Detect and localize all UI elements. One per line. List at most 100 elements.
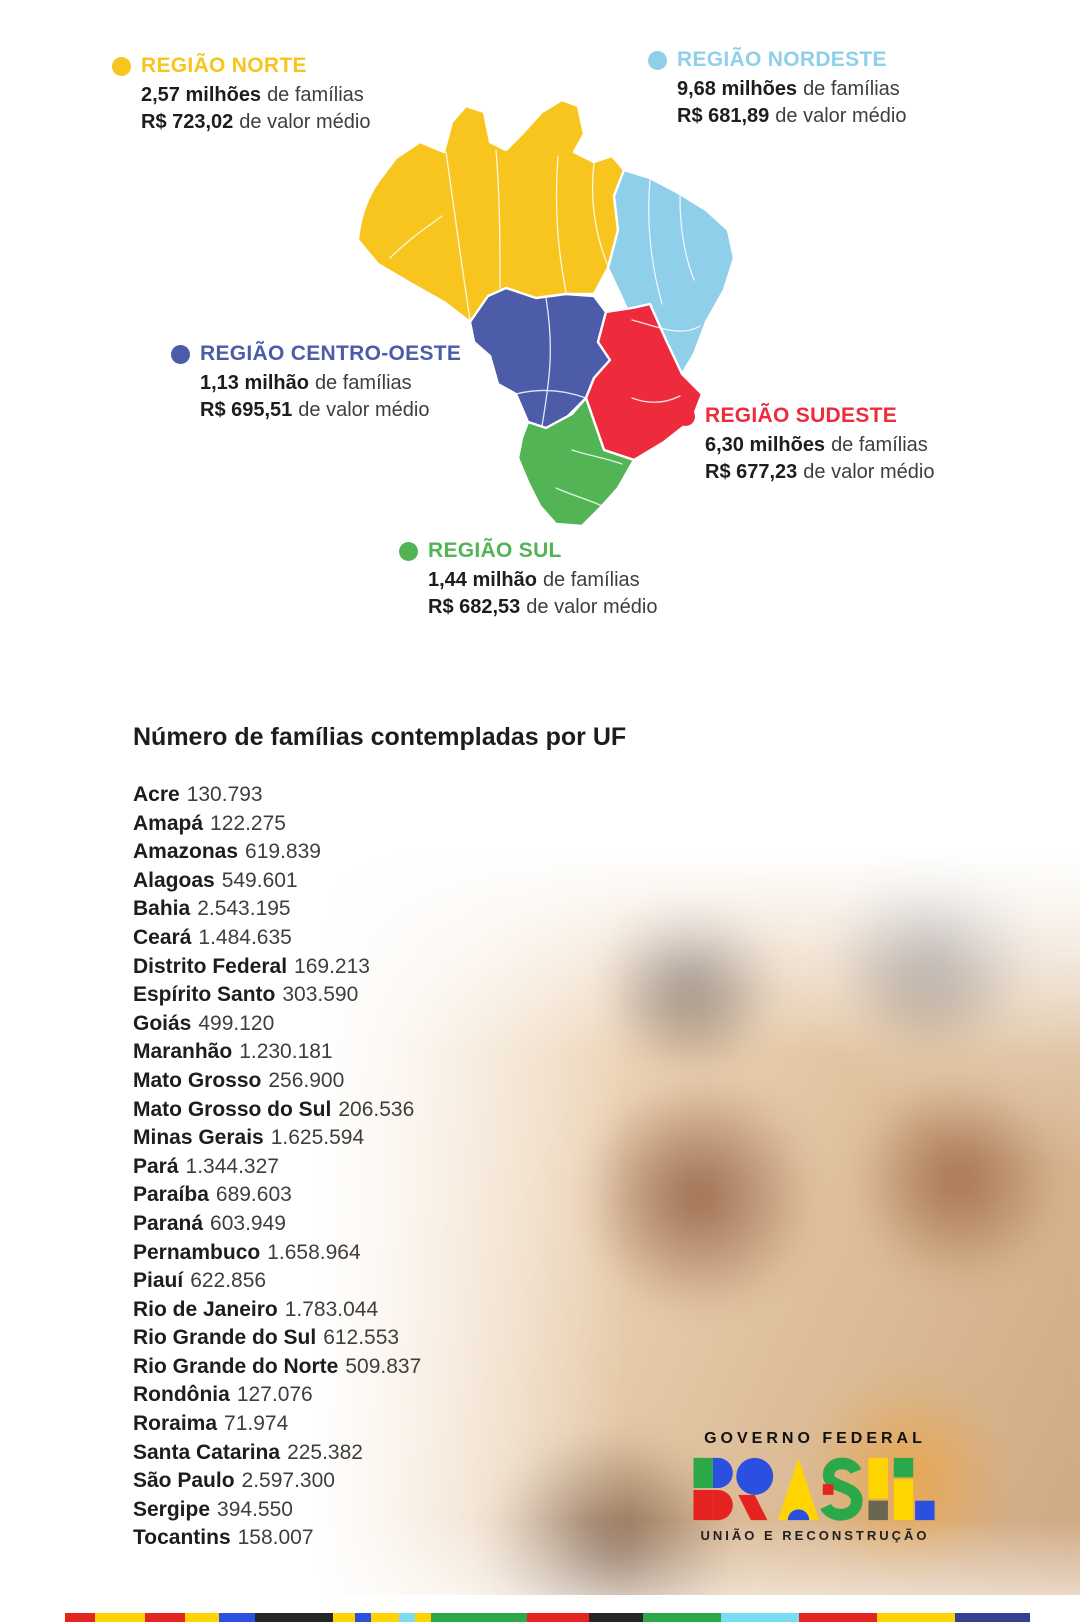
avg-value-stat: R$ 681,89 de valor médio — [677, 103, 906, 130]
families-value: 2,57 milhões — [141, 84, 262, 106]
strip-segment — [415, 1613, 431, 1622]
uf-name: Rio Grande do Norte — [133, 1354, 339, 1378]
uf-value: 1.658.964 — [267, 1240, 361, 1264]
strip-segment — [877, 1613, 955, 1622]
strip-segment — [643, 1613, 721, 1622]
uf-row: Paraná 603.949 — [133, 1210, 421, 1239]
region-stats: 6,30 milhões de famílias R$ 677,23 de valo… — [705, 432, 934, 486]
avg-value-stat: R$ 723,02 de valor médio — [141, 109, 370, 136]
region-block-nordeste: REGIÃO NORDESTE 9,68 milhões de famílias … — [648, 48, 906, 130]
uf-value: 1.484.635 — [198, 925, 292, 949]
uf-row: Acre 130.793 — [133, 781, 421, 810]
uf-row: Rio Grande do Norte 509.837 — [133, 1353, 421, 1382]
strip-segment — [527, 1613, 589, 1622]
footer-color-strip — [65, 1613, 1030, 1622]
uf-row: São Paulo 2.597.300 — [133, 1467, 421, 1496]
uf-row: Rio de Janeiro 1.783.044 — [133, 1296, 421, 1325]
state-borders — [389, 149, 701, 507]
uf-row: Rio Grande do Sul 612.553 — [133, 1324, 421, 1353]
region-dot-sudeste — [676, 406, 695, 426]
uf-value: 256.900 — [268, 1068, 345, 1092]
uf-row: Mato Grosso do Sul 206.536 — [133, 1096, 421, 1125]
avg-label: de valor médio — [775, 105, 907, 127]
uf-row: Ceará 1.484.635 — [133, 924, 421, 953]
uf-name: Distrito Federal — [133, 954, 288, 978]
avg-value-stat: R$ 695,51 de valor médio — [200, 397, 461, 424]
strip-segment — [799, 1613, 877, 1622]
region-title-centro-oeste: REGIÃO CENTRO-OESTE — [200, 342, 462, 365]
uf-value: 619.839 — [245, 840, 321, 864]
uf-section-title: Número de famílias contempladas por UF — [133, 723, 627, 751]
brasil-wordmark — [693, 1457, 935, 1521]
uf-value: 603.949 — [210, 1211, 286, 1235]
avg-value: R$ 681,89 — [677, 105, 770, 127]
uf-value: 394.550 — [217, 1497, 293, 1521]
avg-value: R$ 723,02 — [141, 111, 234, 133]
avg-value: R$ 695,51 — [200, 399, 293, 421]
uf-name: Mato Grosso do Sul — [133, 1097, 332, 1121]
uf-row: Espírito Santo 303.590 — [133, 981, 421, 1010]
region-header: REGIÃO CENTRO-OESTE — [171, 342, 461, 366]
avg-label: de valor médio — [239, 111, 371, 133]
uf-row: Sergipe 394.550 — [133, 1496, 421, 1525]
uf-name: Maranhão — [133, 1040, 233, 1064]
uniao-reconstrucao-text: UNIÃO E RECONSTRUÇÃO — [700, 1528, 930, 1543]
uf-list: Acre 130.793 Amapá 122.275 Amazonas 619.839… — [133, 781, 421, 1553]
uf-name: Amazonas — [133, 840, 239, 864]
strip-segment — [955, 1613, 1030, 1622]
uf-row: Minas Gerais 1.625.594 — [133, 1124, 421, 1153]
avg-label: de valor médio — [803, 461, 935, 483]
region-dot-nordeste — [648, 50, 667, 70]
region-stats: 2,57 milhões de famílias R$ 723,02 de valo… — [141, 82, 370, 136]
uf-name: São Paulo — [133, 1469, 235, 1493]
uf-name: Minas Gerais — [133, 1126, 264, 1150]
uf-value: 2.543.195 — [197, 897, 291, 921]
region-dot-norte — [112, 56, 131, 76]
uf-value: 1.783.044 — [284, 1297, 379, 1321]
uf-name: Rondônia — [133, 1383, 230, 1407]
uf-value: 206.536 — [338, 1097, 415, 1121]
uf-value: 549.601 — [221, 868, 298, 892]
avg-value: R$ 677,23 — [705, 461, 798, 483]
strip-segment — [431, 1613, 527, 1622]
avg-label: de valor médio — [526, 596, 658, 618]
families-stat: 1,44 milhão de famílias — [428, 567, 657, 594]
map-region-sul — [516, 396, 636, 528]
map-region-norte — [356, 98, 626, 324]
region-header: REGIÃO NORDESTE — [648, 48, 906, 72]
strip-segment — [333, 1613, 355, 1622]
uf-value: 130.793 — [186, 783, 263, 806]
families-value: 9,68 milhões — [677, 78, 798, 100]
uf-row: Roraima 71.974 — [133, 1410, 421, 1439]
photo-two-women — [300, 845, 1080, 1595]
uf-name: Pernambuco — [133, 1240, 261, 1264]
uf-row: Santa Catarina 225.382 — [133, 1439, 421, 1468]
governo-federal-logo: GOVERNO FEDERAL UNIÃO E RECONSTRUÇÃO — [690, 1430, 940, 1543]
governo-federal-text: GOVERNO FEDERAL — [704, 1430, 926, 1447]
uf-name: Santa Catarina — [133, 1440, 281, 1464]
brazil-map-svg — [356, 98, 736, 528]
uf-value: 1.344.327 — [185, 1154, 279, 1178]
uf-row: Bahia 2.543.195 — [133, 895, 421, 924]
uf-name: Mato Grosso — [133, 1068, 262, 1092]
uf-name: Amapá — [133, 811, 204, 835]
uf-value: 158.007 — [237, 1526, 314, 1550]
region-stats: 1,44 milhão de famílias R$ 682,53 de valor… — [428, 567, 657, 621]
uf-value: 1.625.594 — [270, 1126, 365, 1150]
uf-row: Distrito Federal 169.213 — [133, 953, 421, 982]
region-stats: 1,13 milhão de famílias R$ 695,51 de valor… — [200, 370, 461, 424]
photo-white-fade — [300, 845, 1080, 1595]
region-dot-sul — [399, 541, 418, 561]
uf-value: 689.603 — [215, 1183, 292, 1207]
region-block-norte: REGIÃO NORTE 2,57 milhões de famílias R$ … — [112, 54, 370, 136]
region-header: REGIÃO NORTE — [112, 54, 370, 78]
uf-name: Sergipe — [133, 1497, 211, 1521]
families-value: 1,13 milhão — [200, 372, 309, 394]
uf-name: Alagoas — [133, 868, 215, 892]
families-label: de famílias — [803, 78, 900, 100]
region-title-sudeste: REGIÃO SUDESTE — [705, 404, 898, 427]
uf-row: Pernambuco 1.658.964 — [133, 1239, 421, 1268]
uf-row: Mato Grosso 256.900 — [133, 1067, 421, 1096]
strip-segment — [399, 1613, 415, 1622]
